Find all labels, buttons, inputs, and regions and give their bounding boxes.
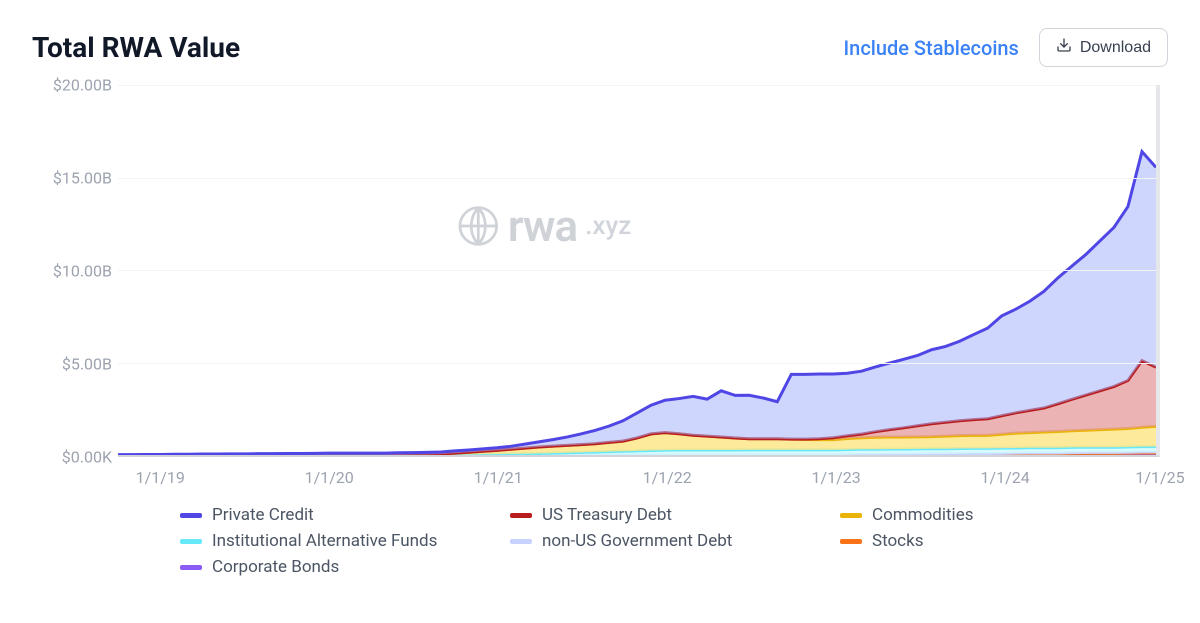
legend-label: Private Credit (212, 505, 314, 525)
y-tick-label: $0.00K (30, 448, 112, 467)
download-button[interactable]: Download (1039, 28, 1168, 67)
legend-label: Commodities (872, 505, 973, 525)
legend-swatch (510, 539, 532, 544)
chart-card: Total RWA Value Include Stablecoins Down… (0, 0, 1200, 623)
legend-item[interactable]: Stocks (840, 531, 1160, 551)
y-tick-label: $15.00B (30, 169, 112, 188)
x-tick-label: 1/1/23 (812, 468, 861, 487)
legend-swatch (840, 513, 862, 518)
plot-region[interactable]: rwa.xyz (118, 85, 1160, 457)
legend-item[interactable]: Commodities (840, 505, 1160, 525)
legend-item[interactable]: Private Credit (180, 505, 500, 525)
legend-item[interactable]: Institutional Alternative Funds (180, 531, 500, 551)
legend-item[interactable]: Corporate Bonds (180, 557, 500, 577)
download-button-label: Download (1080, 39, 1151, 57)
area-private-credit (118, 152, 1156, 455)
legend-label: Institutional Alternative Funds (212, 531, 437, 551)
legend-label: non-US Government Debt (542, 531, 732, 551)
header: Total RWA Value Include Stablecoins Down… (30, 20, 1170, 73)
header-actions: Include Stablecoins Download (844, 28, 1168, 67)
chart-area: rwa.xyz $0.00K $5.00B $10.00B $15.00B $20.00… (30, 77, 1170, 497)
legend-label: Corporate Bonds (212, 557, 339, 577)
x-tick-label: 1/1/19 (136, 468, 185, 487)
download-icon (1056, 37, 1072, 58)
legend-label: Stocks (872, 531, 923, 551)
legend-swatch (180, 539, 202, 544)
y-tick-label: $10.00B (30, 262, 112, 281)
y-tick-label: $5.00B (30, 355, 112, 374)
legend: Private Credit US Treasury Debt Commoditie… (30, 497, 1170, 585)
x-tick-label: 1/1/24 (981, 468, 1030, 487)
legend-swatch (510, 513, 532, 518)
legend-swatch (840, 539, 862, 544)
x-tick-label: 1/1/25 (1135, 468, 1184, 487)
x-tick-label: 1/1/20 (305, 468, 354, 487)
legend-swatch (180, 513, 202, 518)
chart-title: Total RWA Value (32, 31, 240, 64)
x-tick-label: 1/1/21 (474, 468, 523, 487)
x-tick-label: 1/1/22 (643, 468, 692, 487)
include-stablecoins-link[interactable]: Include Stablecoins (844, 36, 1019, 60)
legend-label: US Treasury Debt (542, 505, 672, 525)
legend-item[interactable]: US Treasury Debt (510, 505, 830, 525)
legend-swatch (180, 565, 202, 570)
legend-item[interactable]: non-US Government Debt (510, 531, 830, 551)
y-tick-label: $20.00B (30, 76, 112, 95)
